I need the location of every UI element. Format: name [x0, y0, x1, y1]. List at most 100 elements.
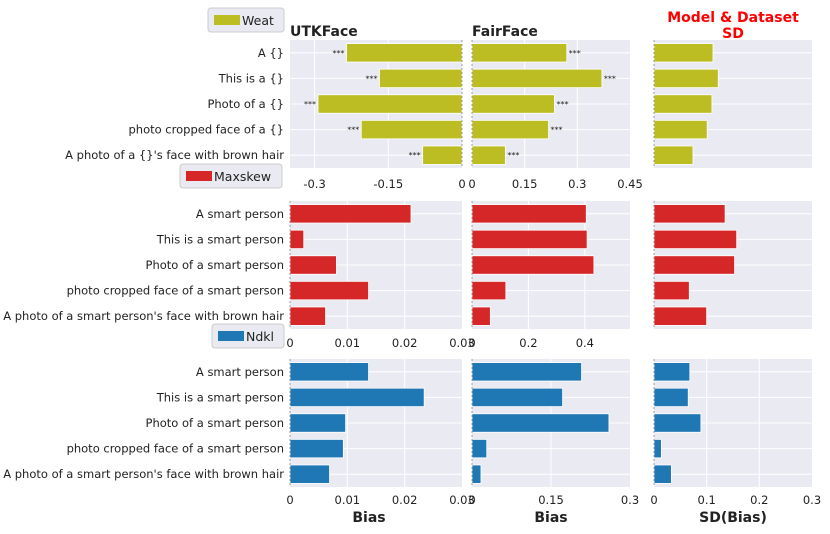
ndkl-utkface-bar [289, 438, 344, 459]
ndkl-category-label: A photo of a smart person's face with br… [3, 467, 284, 481]
weat-category-label: A photo of a {}'s face with brown hair [65, 148, 284, 162]
utkface-x-axis-label: Bias [352, 510, 385, 526]
maxskew-category-label: A smart person [196, 207, 284, 221]
weat-fairface-tick-label: 0.15 [512, 177, 538, 191]
maxskew-fairface-bar [471, 255, 595, 275]
weat-fairface-significance-label: *** [557, 100, 569, 109]
maxskew-model-dataset-sd-bar [653, 280, 690, 301]
sd-column-title-line1: Model & Dataset [667, 10, 799, 26]
weat-category-label: A {} [258, 46, 284, 60]
fairface-column-title: FairFace [472, 24, 538, 40]
maxskew-model-dataset-sd-bar [653, 306, 708, 326]
weat-fairface-bar [471, 94, 555, 114]
ndkl-model-dataset-sd-tick-label: 0.1 [698, 493, 716, 507]
maxskew-fairface-tick-label: 0 [468, 336, 475, 350]
ndkl-category-label: Photo of a smart person [146, 416, 284, 430]
weat-model-dataset-sd-bar [653, 68, 719, 89]
utkface-column-title: UTKFace [290, 24, 358, 40]
weat-fairface-tick-label: 0.3 [568, 177, 586, 191]
maxskew-model-dataset-sd-bar [653, 229, 738, 250]
ndkl-utkface-tick-label: 0.03 [449, 493, 475, 507]
weat-fairface-bar [471, 68, 603, 89]
maxskew-fairface-bar [471, 306, 491, 326]
weat-category-label: photo cropped face of a {} [128, 123, 284, 137]
maxskew-utkface-bar [289, 204, 412, 224]
weat-utkface-tick-label: -0.15 [373, 177, 403, 191]
ndkl-utkface-tick-label: 0.01 [335, 493, 361, 507]
maxskew-legend-swatch [186, 171, 212, 181]
weat-utkface-significance-label: *** [347, 126, 359, 135]
maxskew-model-dataset-sd-bar [653, 255, 735, 275]
maxskew-category-label: This is a smart person [156, 232, 284, 246]
weat-utkface-bar [346, 43, 463, 63]
ndkl-model-dataset-sd-bar [653, 413, 702, 433]
weat-fairface-bar [471, 145, 506, 165]
ndkl-utkface-bar [289, 413, 347, 433]
weat-legend-label: Weat [242, 13, 274, 28]
weat-category-label: Photo of a {} [207, 97, 284, 111]
maxskew-utkface-bar [289, 280, 369, 301]
ndkl-model-dataset-sd-tick-label: 0 [650, 493, 657, 507]
maxskew-fairface-tick-label: 0.2 [519, 336, 537, 350]
maxskew-category-label: A photo of a smart person's face with br… [3, 309, 284, 323]
ndkl-fairface-bar [471, 362, 582, 382]
ndkl-fairface-bar [471, 413, 610, 433]
maxskew-utkface-tick-label: 0.02 [392, 336, 418, 350]
maxskew-category-label: photo cropped face of a smart person [67, 284, 284, 298]
weat-fairface-tick-label: 0.45 [617, 177, 643, 191]
weat-model-dataset-sd-bar [653, 119, 708, 140]
maxskew-fairface-bar [471, 229, 588, 250]
weat-utkface-bar [379, 68, 463, 89]
maxskew-utkface-tick-label: 0 [286, 336, 293, 350]
ndkl-model-dataset-sd-tick-label: 0.2 [750, 493, 768, 507]
ndkl-category-label: A smart person [196, 365, 284, 379]
ndkl-legend-label: Ndkl [246, 329, 274, 344]
ndkl-utkface-bar [289, 362, 369, 382]
ndkl-utkface-bar [289, 387, 425, 408]
ndkl-model-dataset-sd-bar [653, 438, 662, 459]
maxskew-fairface-bar [471, 280, 507, 301]
weat-fairface-bar [471, 43, 568, 63]
weat-utkface-tick-label: 0 [458, 177, 465, 191]
sd-column-title-line2: SD [722, 26, 744, 42]
ndkl-fairface-bar [471, 464, 482, 484]
weat-fairface-significance-label: *** [551, 126, 563, 135]
weat-fairface-significance-label: *** [507, 151, 519, 160]
weat-model-dataset-sd-bar [653, 43, 714, 63]
ndkl-category-label: This is a smart person [156, 390, 284, 404]
charts-layer: A {} This is a {} Photo of a {} photo cropp… [3, 7, 821, 507]
ndkl-fairface-bar [471, 438, 488, 459]
weat-fairface-tick-label: 0 [468, 177, 475, 191]
ndkl-fairface-bar [471, 387, 563, 408]
weat-utkface-significance-label: *** [365, 74, 377, 83]
weat-model-dataset-sd-bar [653, 145, 694, 165]
maxskew-legend [179, 163, 283, 189]
ndkl-model-dataset-sd-bar [653, 464, 672, 484]
weat-utkface-bar [360, 119, 463, 140]
weat-utkface-significance-label: *** [333, 49, 345, 58]
maxskew-legend-label: Maxskew [214, 169, 271, 184]
weat-legend-swatch [214, 15, 240, 25]
weat-utkface-tick-label: -0.3 [303, 177, 325, 191]
ndkl-model-dataset-sd-tick-label: 0.3 [803, 493, 821, 507]
sd-x-axis-label: SD(Bias) [699, 510, 767, 526]
ndkl-category-label: photo cropped face of a smart person [67, 442, 284, 456]
weat-utkface-significance-label: *** [304, 100, 316, 109]
ndkl-utkface-tick-label: 0 [286, 493, 293, 507]
ndkl-utkface-bar [289, 464, 330, 484]
ndkl-fairface-tick-label: 0.3 [621, 493, 639, 507]
ndkl-legend-swatch [218, 331, 244, 341]
ndkl-fairface-tick-label: 0.15 [538, 493, 564, 507]
maxskew-fairface-bar [471, 204, 587, 224]
weat-utkface-bar [422, 145, 463, 165]
ndkl-model-dataset-sd-bar [653, 387, 689, 408]
weat-fairface-significance-label: *** [569, 49, 581, 58]
maxskew-model-dataset-sd-bar [653, 204, 726, 224]
maxskew-utkface-bar [289, 229, 305, 250]
weat-utkface-significance-label: *** [409, 151, 421, 160]
maxskew-utkface-bar [289, 255, 337, 275]
ndkl-model-dataset-sd-bar [653, 362, 691, 382]
fairface-x-axis-label: Bias [534, 510, 567, 526]
maxskew-category-label: Photo of a smart person [146, 258, 284, 272]
